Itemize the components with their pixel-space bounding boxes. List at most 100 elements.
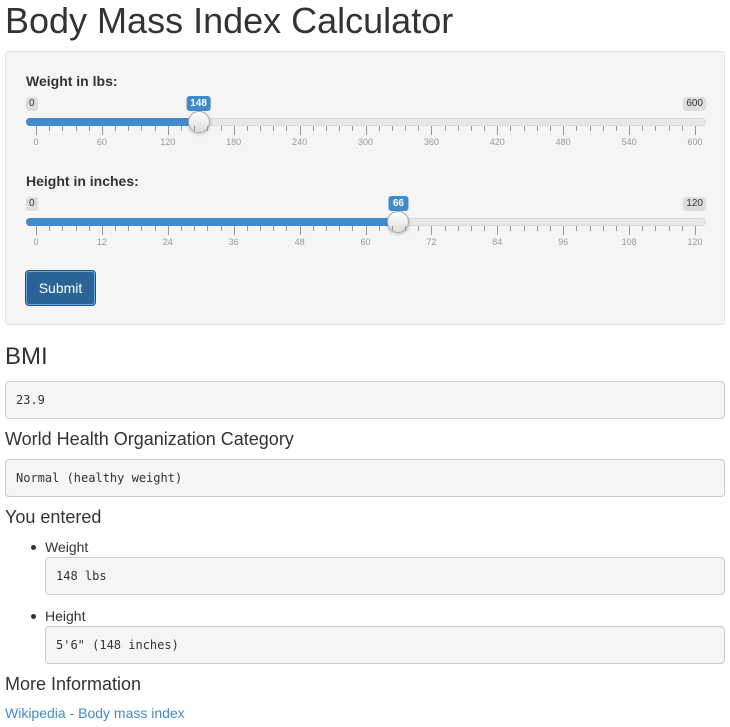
- weight-tick: [194, 126, 196, 131]
- weight-track-fill: [26, 118, 199, 126]
- height-tick: [550, 226, 552, 231]
- height-tick: [642, 226, 644, 231]
- height-tick-label: 0: [33, 237, 39, 247]
- height-tick: [629, 226, 631, 235]
- weight-tick: [431, 126, 433, 135]
- height-tick: [88, 226, 90, 231]
- weight-tick: [378, 126, 380, 131]
- height-tick: [602, 226, 604, 231]
- entered-heading: You entered: [5, 507, 102, 527]
- height-slider-handle[interactable]: [387, 211, 410, 233]
- height-tick: [589, 226, 591, 231]
- height-tick: [497, 226, 499, 235]
- height-tick: [523, 226, 525, 231]
- height-tick: [405, 226, 407, 231]
- page-title: Body Mass Index Calculator: [5, 0, 454, 41]
- height-tick: [220, 226, 222, 231]
- height-tick: [484, 226, 486, 231]
- weight-tick: [220, 126, 222, 131]
- height-tick: [615, 226, 617, 231]
- height-tick: [681, 226, 683, 231]
- height-tick: [510, 226, 512, 231]
- height-tick: [352, 226, 354, 231]
- weight-tick: [642, 126, 644, 131]
- height-tick: [62, 226, 64, 231]
- height-value-badge: 66: [388, 196, 408, 211]
- weight-tick: [339, 126, 341, 131]
- weight-tick: [141, 126, 143, 131]
- height-tick-label: 12: [96, 237, 107, 247]
- weight-tick-label: 300: [357, 137, 374, 147]
- weight-tick: [602, 126, 604, 131]
- weight-slider-handle[interactable]: [187, 111, 210, 133]
- bmi-heading: BMI: [5, 343, 48, 370]
- weight-tick: [101, 126, 103, 135]
- height-tick: [655, 226, 657, 231]
- who-category-output: Normal (healthy weight): [5, 459, 725, 497]
- height-tick: [444, 226, 446, 231]
- submit-button[interactable]: Submit: [25, 270, 96, 306]
- weight-slider[interactable]: 0 600 148 0 60 120 180 240 300 360 420 480 540 600: [26, 96, 706, 165]
- weight-tick: [444, 126, 446, 131]
- weight-tick-label: 420: [489, 137, 505, 147]
- weight-tick: [629, 126, 631, 135]
- weight-max-label: 600: [683, 97, 706, 111]
- weight-tick-label: 60: [96, 137, 107, 147]
- bullet-icon: [31, 614, 36, 619]
- weight-tick: [497, 126, 499, 135]
- weight-tick: [484, 126, 486, 131]
- weight-tick-label: 0: [33, 137, 39, 147]
- height-tick: [391, 226, 393, 231]
- height-tick-label: 24: [162, 237, 173, 247]
- height-min-label: 0: [26, 197, 38, 211]
- height-tick: [299, 226, 301, 235]
- weight-tick: [115, 126, 117, 131]
- height-tick: [167, 226, 169, 235]
- weight-tick: [49, 126, 51, 131]
- height-tick: [154, 226, 156, 231]
- height-tick: [260, 226, 262, 231]
- height-track-fill: [26, 218, 399, 226]
- weight-tick: [681, 126, 683, 131]
- weight-tick-label: 120: [160, 137, 176, 147]
- wikipedia-link[interactable]: Wikipedia - Body mass index: [5, 705, 185, 721]
- weight-tick: [75, 126, 77, 131]
- height-tick: [431, 226, 433, 235]
- height-tick-label: 108: [621, 237, 637, 247]
- height-tick: [75, 226, 77, 231]
- height-tick: [563, 226, 565, 235]
- height-slider[interactable]: 0 120 66 0 12 24 36 48 60 72 84 96 108 120: [26, 196, 706, 265]
- weight-tick: [299, 126, 301, 135]
- height-tick: [207, 226, 209, 231]
- height-entered-output: 5'6" (148 inches): [45, 626, 725, 664]
- weight-tick: [325, 126, 327, 131]
- weight-tick-label: 360: [423, 137, 439, 147]
- weight-tick: [180, 126, 182, 131]
- weight-tick: [405, 126, 407, 131]
- weight-tick: [36, 126, 37, 135]
- weight-tick: [470, 126, 472, 131]
- height-tick: [668, 226, 670, 231]
- weight-tick: [365, 126, 367, 135]
- weight-value-badge: 148: [186, 96, 211, 111]
- height-tick-label: 72: [426, 237, 437, 247]
- weight-min-label: 0: [26, 97, 38, 111]
- height-tick: [418, 226, 420, 231]
- weight-tick: [550, 126, 552, 131]
- height-tick: [36, 226, 37, 235]
- height-tick: [536, 226, 538, 231]
- weight-tick: [695, 126, 696, 135]
- weight-tick: [233, 126, 235, 135]
- weight-tick: [286, 126, 288, 131]
- height-tick-label: 84: [492, 237, 503, 247]
- height-max-label: 120: [683, 197, 706, 211]
- height-tick-label: 120: [687, 237, 703, 247]
- height-tick: [180, 226, 182, 231]
- height-tick: [576, 226, 578, 231]
- bullet-icon: [31, 545, 36, 550]
- height-tick: [128, 226, 130, 231]
- height-tick: [233, 226, 235, 235]
- height-tick: [194, 226, 196, 231]
- weight-entered-label: Weight: [45, 539, 89, 555]
- height-tick: [312, 226, 314, 231]
